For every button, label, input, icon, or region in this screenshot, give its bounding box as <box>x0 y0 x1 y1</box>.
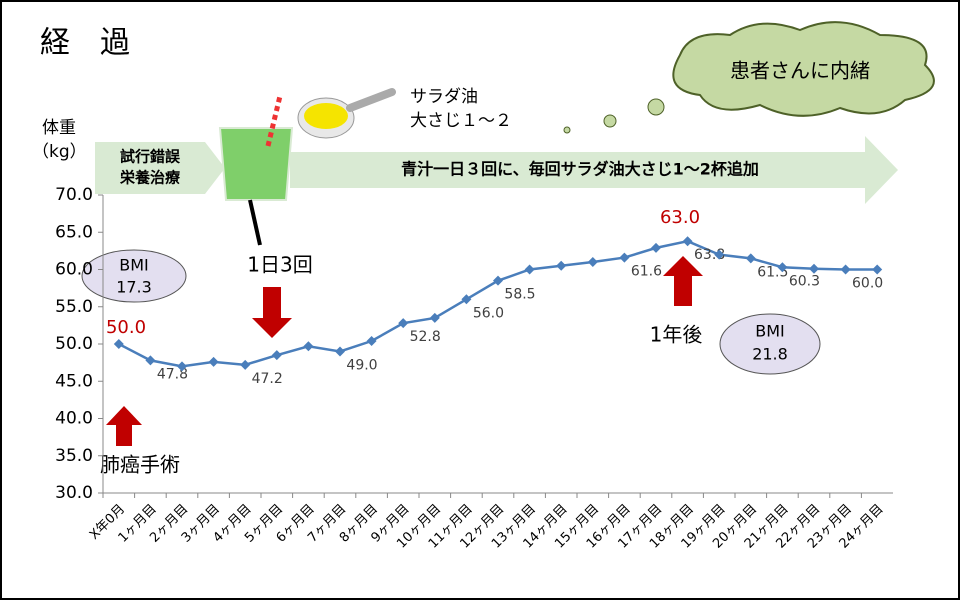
marker <box>556 260 567 271</box>
y-tick-label: 45.0 <box>55 371 93 391</box>
spoon-handle <box>346 88 396 112</box>
data-label: 58.5 <box>504 287 535 303</box>
marker <box>714 249 725 260</box>
highlight-label: 63.0 <box>660 207 700 228</box>
bmi-text: 21.8 <box>752 345 788 364</box>
data-label: 63.8 <box>694 247 725 263</box>
marker <box>682 236 693 247</box>
data-label: 61.6 <box>631 264 662 280</box>
marker <box>524 264 535 275</box>
y-tick-label: 30.0 <box>55 483 93 503</box>
cloud-dot <box>563 126 571 134</box>
marker <box>777 262 788 273</box>
banner-arrow <box>95 142 225 194</box>
annotation: 1日3回 <box>247 253 312 277</box>
marker <box>745 253 756 264</box>
bmi-text: 17.3 <box>116 278 152 297</box>
bmi-bubble <box>81 249 187 303</box>
banner-text: 青汁一日３回に、毎回サラダ油大さじ1～2杯追加 <box>401 160 759 179</box>
marker <box>872 264 883 275</box>
marker <box>366 336 377 347</box>
y-tick-label: 55.0 <box>55 297 93 317</box>
marker <box>619 252 630 263</box>
y-tick-label: 60.0 <box>55 260 93 280</box>
bmi-text: BMI <box>119 256 149 275</box>
oil-text: サラダ油 <box>410 87 478 107</box>
banner-text: 試行錯誤 <box>120 148 181 166</box>
pointer <box>248 199 262 246</box>
marker <box>145 355 156 366</box>
y-axis-label: （kg） <box>32 142 87 162</box>
cloud-text: 患者さんに内緒 <box>730 59 870 83</box>
glass <box>218 127 294 201</box>
data-label: 52.8 <box>410 329 441 345</box>
oil <box>304 103 348 129</box>
up-arrow <box>663 256 703 306</box>
y-tick-label: 65.0 <box>55 222 93 242</box>
oil-text: 大さじ１～２ <box>410 111 512 131</box>
up-arrow <box>106 406 142 446</box>
data-label: 60.3 <box>789 273 820 289</box>
highlight-label: 50.0 <box>106 317 146 338</box>
y-axis-label: 体重 <box>42 118 76 138</box>
bmi-text: BMI <box>755 322 785 341</box>
down-arrow <box>252 287 292 338</box>
marker <box>429 312 440 323</box>
marker <box>809 263 819 274</box>
annotation: 肺癌手術 <box>100 453 180 477</box>
y-tick-label: 50.0 <box>55 334 93 354</box>
marker <box>840 264 851 275</box>
marker <box>587 257 598 268</box>
y-tick-label: 35.0 <box>55 446 93 466</box>
marker <box>493 275 503 286</box>
marker <box>651 242 661 253</box>
banner-arrow <box>290 136 898 204</box>
annotation: 1年後 <box>650 323 703 347</box>
marker <box>240 359 251 370</box>
data-label: 60.0 <box>852 276 883 292</box>
marker <box>335 346 345 357</box>
y-tick-label: 40.0 <box>55 409 93 429</box>
title: 経 過 <box>40 26 130 61</box>
cloud-dot <box>647 98 665 116</box>
marker <box>303 341 314 352</box>
marker <box>271 350 282 361</box>
marker <box>113 339 124 349</box>
data-label: 47.2 <box>252 371 283 387</box>
bmi-bubble <box>719 313 821 375</box>
marker <box>398 318 409 329</box>
cloud <box>672 21 935 117</box>
marker <box>177 361 187 372</box>
cloud-dot <box>603 114 617 128</box>
data-label: 47.8 <box>157 366 188 382</box>
data-label: 49.0 <box>346 357 377 373</box>
marker <box>461 294 472 305</box>
marker <box>208 356 219 367</box>
y-tick-label: 70.0 <box>55 185 93 205</box>
banner-text: 栄養治療 <box>119 169 181 187</box>
data-label: 56.0 <box>473 305 504 321</box>
